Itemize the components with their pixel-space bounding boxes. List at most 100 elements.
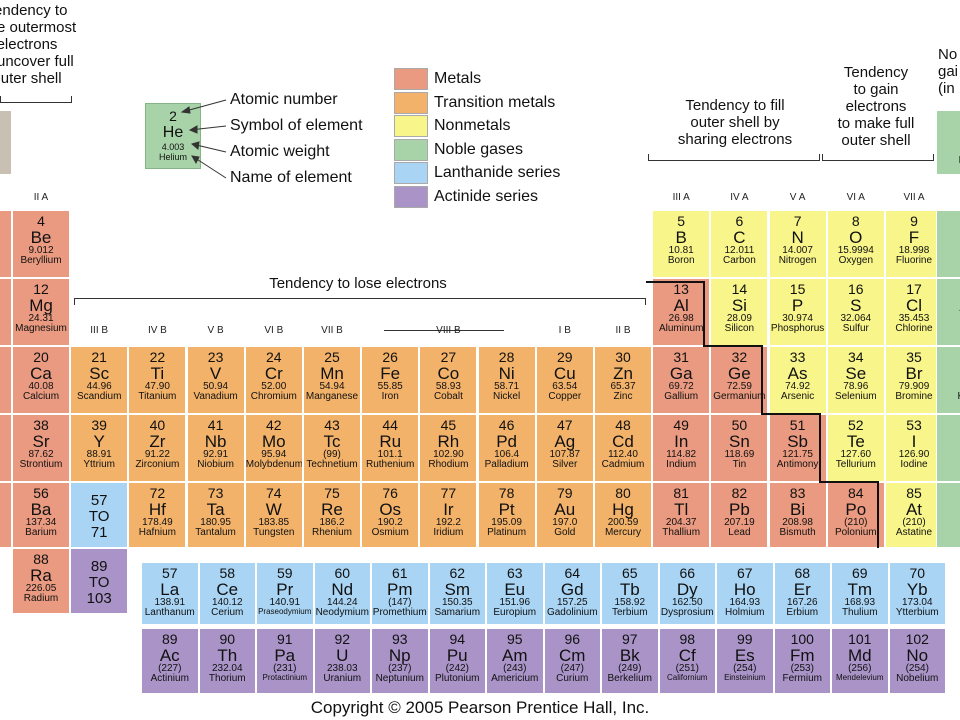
element-number: 99 bbox=[736, 631, 753, 647]
series-reference-cell: 89 TO 103 bbox=[70, 548, 129, 614]
element-name: Nitrogen bbox=[778, 255, 817, 266]
element-number: 84 bbox=[848, 485, 864, 501]
series-reference-nm: 71 bbox=[90, 524, 108, 541]
series-reference-num: 57 bbox=[90, 492, 108, 509]
element-symbol: Al bbox=[673, 296, 689, 315]
element-symbol: La bbox=[160, 580, 180, 599]
group-label: VI B bbox=[264, 325, 284, 336]
element-symbol: V bbox=[209, 364, 222, 383]
series-reference-nm: 103 bbox=[86, 590, 112, 607]
left-top-annotation: Tendency to lose outermost electrons to … bbox=[0, 2, 77, 87]
element-symbol: Co bbox=[437, 364, 460, 383]
element-number: 26 bbox=[382, 349, 398, 365]
element-weight: 15.9994 bbox=[837, 245, 874, 256]
element-cell: 91 Pa (231) Protactinium bbox=[256, 628, 314, 694]
element-weight: 157.25 bbox=[556, 597, 588, 608]
element-weight: 190.2 bbox=[377, 517, 403, 528]
legend-swatch bbox=[394, 68, 428, 90]
element-name: Neodymium bbox=[315, 607, 369, 618]
group-label: II B bbox=[615, 325, 631, 336]
element-number: 45 bbox=[440, 417, 457, 433]
element-cell: 42 Mo 95.94 Molybdenum bbox=[244, 414, 303, 482]
element-number: 76 bbox=[382, 485, 398, 501]
element-symbol: Rh bbox=[437, 432, 460, 451]
element-weight: 138.91 bbox=[154, 597, 186, 608]
element-symbol: Se bbox=[845, 364, 867, 383]
group-label: I B bbox=[558, 325, 571, 336]
key-label-name: Name of element bbox=[230, 169, 352, 186]
element-weight: (237) bbox=[388, 663, 412, 674]
element-cell: 70 Yb 173.04 Ytterbium bbox=[888, 562, 946, 625]
legend-label: Noble gases bbox=[434, 140, 523, 158]
element-number: 47 bbox=[557, 417, 573, 433]
element-weight: (242) bbox=[445, 663, 469, 674]
element-number: 69 bbox=[851, 565, 868, 581]
element-cell: 20 Ca 40.08 Calcium bbox=[12, 346, 70, 414]
element-name: Neptunium bbox=[375, 673, 424, 684]
element-name: Arsenic bbox=[780, 391, 815, 402]
element-cell bbox=[0, 210, 12, 278]
element-name: Tin bbox=[732, 459, 747, 470]
element-name: Mendelevium bbox=[835, 673, 884, 682]
element-cell: 7 N 14.007 Nitrogen bbox=[768, 210, 827, 278]
viiib-brace bbox=[384, 330, 504, 331]
element-name: Tantalum bbox=[195, 527, 236, 538]
element-cell: 53 I 126.90 Iodine bbox=[885, 414, 943, 482]
element-number: 38 bbox=[33, 417, 49, 433]
key-label-atomic-number: Atomic number bbox=[230, 91, 338, 108]
element-symbol: O bbox=[849, 228, 863, 247]
element-symbol: Mo bbox=[261, 432, 286, 451]
legend-label: Lanthanide series bbox=[434, 164, 561, 182]
element-weight: 32.064 bbox=[840, 313, 872, 324]
element-symbol: Cf bbox=[678, 646, 696, 665]
element-symbol: Ni bbox=[498, 364, 515, 383]
element-number: 16 bbox=[848, 281, 864, 297]
element-symbol: Re bbox=[321, 500, 343, 519]
element-cell: 17 Cl 35.453 Chlorine bbox=[885, 278, 943, 346]
element-symbol: Zr bbox=[149, 432, 166, 451]
group-label: VI A bbox=[846, 192, 865, 203]
element-number: 73 bbox=[207, 485, 224, 501]
element-weight: (147) bbox=[388, 597, 412, 608]
element-name: Thulium bbox=[841, 607, 878, 618]
element-cell: 97 Bk (249) Berkelium bbox=[601, 628, 659, 694]
lose-electrons-annotation: Tendency to lose electrons bbox=[269, 275, 447, 292]
element-name: Chromium bbox=[250, 391, 297, 402]
element-weight: 35.453 bbox=[898, 313, 930, 324]
element-symbol: Y bbox=[93, 432, 105, 451]
element-symbol: Pa bbox=[274, 646, 296, 665]
element-weight: 12.011 bbox=[724, 245, 755, 256]
element-symbol: Ac bbox=[159, 646, 180, 665]
element-cell: H He bbox=[936, 110, 960, 175]
element-name: Kry bbox=[937, 392, 960, 403]
element-number: 28 bbox=[498, 349, 515, 365]
element-weight: 72.59 bbox=[726, 381, 752, 392]
element-symbol: Th bbox=[217, 646, 238, 665]
element-cell: 27 Co 58.93 Cobalt bbox=[419, 346, 478, 414]
element-cell: 101 Md (256) Mendelevium bbox=[831, 628, 889, 694]
element-weight: 114.82 bbox=[666, 449, 697, 460]
element-name: Silver bbox=[552, 459, 578, 470]
element-name: Technetium bbox=[306, 459, 358, 470]
element-weight: (210) bbox=[844, 517, 868, 528]
element-cell: 85 At (210) Astatine bbox=[885, 482, 943, 548]
element-symbol: Eu bbox=[504, 580, 526, 599]
key-number: 2 bbox=[169, 108, 177, 124]
element-symbol: Pu bbox=[446, 646, 468, 665]
element-symbol: Te bbox=[846, 432, 865, 451]
element-number: 49 bbox=[673, 417, 689, 433]
element-number: 62 bbox=[449, 565, 466, 581]
element-symbol: Pb bbox=[728, 500, 750, 519]
element-name: Osmium bbox=[371, 527, 409, 538]
element-symbol: Sn bbox=[728, 432, 750, 451]
element-weight: 50.94 bbox=[203, 381, 229, 392]
element-number: 100 bbox=[790, 631, 814, 647]
element-weight: 74.92 bbox=[785, 381, 811, 392]
element-cell: 45 Rh 102.90 Rhodium bbox=[419, 414, 478, 482]
legend-label: Transition metals bbox=[434, 93, 556, 111]
element-number: 24 bbox=[266, 349, 282, 365]
element-name: Manganese bbox=[305, 391, 359, 402]
element-cell: 78 Pt 195.09 Platinum bbox=[477, 482, 536, 548]
element-symbol: Ce bbox=[216, 580, 239, 599]
element-number: 70 bbox=[909, 565, 926, 581]
